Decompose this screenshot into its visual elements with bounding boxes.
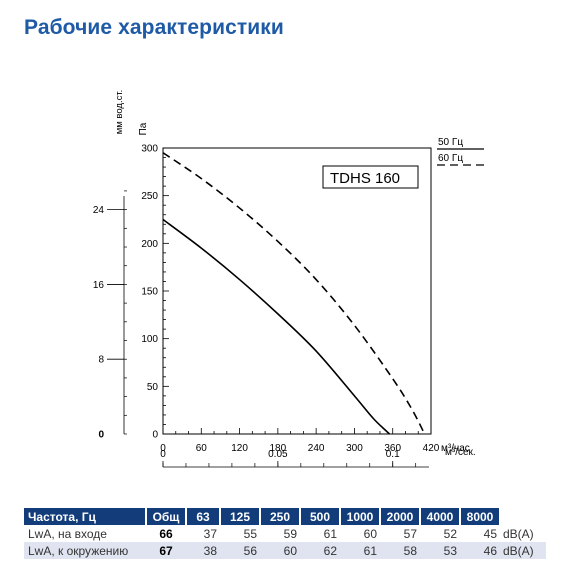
y-axis-label: Па bbox=[138, 122, 149, 135]
x-tick-label: 0 bbox=[160, 443, 166, 454]
x2-axis-label: м³/сек. bbox=[445, 447, 476, 458]
x-tick-label: 120 bbox=[231, 443, 248, 454]
series-line-60hz bbox=[162, 152, 426, 435]
row-value: 60 bbox=[260, 542, 300, 559]
row-unit: dB(A) bbox=[500, 525, 546, 542]
model-label: TDHS 160 bbox=[330, 170, 400, 187]
table-header-cell bbox=[500, 508, 546, 525]
row-value: 57 bbox=[380, 525, 420, 542]
y-tick-label: 300 bbox=[141, 144, 158, 155]
y-tick-label: 250 bbox=[141, 191, 158, 202]
y2-tick-label: 24 bbox=[93, 205, 105, 216]
row-value: 38 bbox=[186, 542, 220, 559]
row-unit: dB(A) bbox=[500, 542, 546, 559]
row-value: 56 bbox=[220, 542, 260, 559]
row-value: 61 bbox=[300, 525, 340, 542]
y2-tick-label: 8 bbox=[98, 355, 104, 366]
x-tick-label: 420 bbox=[423, 443, 440, 454]
chart-labels: 0 50 100 150 200 250 300 Па 0 8 16 24 мм вод.ст. 0 60 1… bbox=[93, 90, 476, 460]
table-header-row: Частота, Гц Общ 63 125 250 500 1000 2000 4000 800… bbox=[24, 508, 546, 525]
series-line-50hz bbox=[162, 218, 391, 435]
x-tick-label: 240 bbox=[308, 443, 325, 454]
table-header-label: Частота, Гц bbox=[24, 508, 147, 525]
x-tick-label: 300 bbox=[346, 443, 363, 454]
x-tick-label: 360 bbox=[384, 443, 401, 454]
row-value: 60 bbox=[340, 525, 380, 542]
y2-axis-label: мм вод.ст. bbox=[114, 90, 125, 135]
page-title: Рабочие характеристики bbox=[24, 16, 284, 39]
legend-entry: 60 Гц bbox=[438, 153, 463, 164]
row-total: 67 bbox=[146, 542, 186, 559]
table-header-cell: 4000 bbox=[420, 508, 461, 525]
row-total: 66 bbox=[146, 525, 186, 542]
table-header-cell: 63 bbox=[186, 508, 221, 525]
x2-tick-label: 0.05 bbox=[268, 449, 288, 460]
model-label-box bbox=[322, 165, 419, 189]
row-value: 61 bbox=[340, 542, 380, 559]
x-tick-label: 180 bbox=[270, 443, 287, 454]
table-header-cell: 500 bbox=[300, 508, 341, 525]
table-header-cell: Общ bbox=[146, 508, 187, 525]
row-value: 58 bbox=[380, 542, 420, 559]
table-header-cell: 8000 bbox=[460, 508, 501, 525]
y-tick-label: 150 bbox=[141, 287, 158, 298]
chart-axes bbox=[107, 147, 484, 468]
table-header-cell: 125 bbox=[220, 508, 261, 525]
noise-table: Частота, Гц Общ 63 125 250 500 1000 2000 4000 800… bbox=[24, 508, 546, 559]
row-value: 46 bbox=[460, 542, 500, 559]
y-tick-label: 100 bbox=[141, 334, 158, 345]
row-value: 52 bbox=[420, 525, 460, 542]
x-axis-label: м³/час bbox=[441, 443, 470, 454]
x2-tick-label: 0.1 bbox=[386, 449, 400, 460]
x2-tick-label: 0 bbox=[160, 449, 166, 460]
table-header-cell: 250 bbox=[260, 508, 301, 525]
table-header-cell: 1000 bbox=[340, 508, 381, 525]
table-header-cell: 2000 bbox=[380, 508, 421, 525]
plot-frame bbox=[162, 147, 432, 435]
row-value: 55 bbox=[220, 525, 260, 542]
row-label: LwA, к окружению bbox=[24, 542, 146, 559]
row-value: 45 bbox=[460, 525, 500, 542]
chart-curves bbox=[162, 152, 426, 435]
y-tick-label: 200 bbox=[141, 239, 158, 250]
legend-entry: 50 Гц bbox=[438, 137, 463, 148]
y2-tick-label: 16 bbox=[93, 280, 105, 291]
y-tick-label: 50 bbox=[147, 382, 159, 393]
row-value: 59 bbox=[260, 525, 300, 542]
y-tick-label: 0 bbox=[152, 430, 158, 441]
x-tick-label: 60 bbox=[196, 443, 208, 454]
performance-chart: 0 50 100 150 200 250 300 Па 0 8 16 24 мм вод.ст. 0 60 1… bbox=[93, 90, 484, 468]
row-value: 62 bbox=[300, 542, 340, 559]
row-value: 37 bbox=[186, 525, 220, 542]
y2-tick-label: 0 bbox=[98, 430, 104, 441]
row-value: 53 bbox=[420, 542, 460, 559]
table-row: LwA, на входе 66 37 55 59 61 60 57 52 45 dB(A) bbox=[24, 525, 546, 542]
table-row: LwA, к окружению 67 38 56 60 62 61 58 53 46 dB(A) bbox=[24, 542, 546, 559]
row-label: LwA, на входе bbox=[24, 525, 146, 542]
